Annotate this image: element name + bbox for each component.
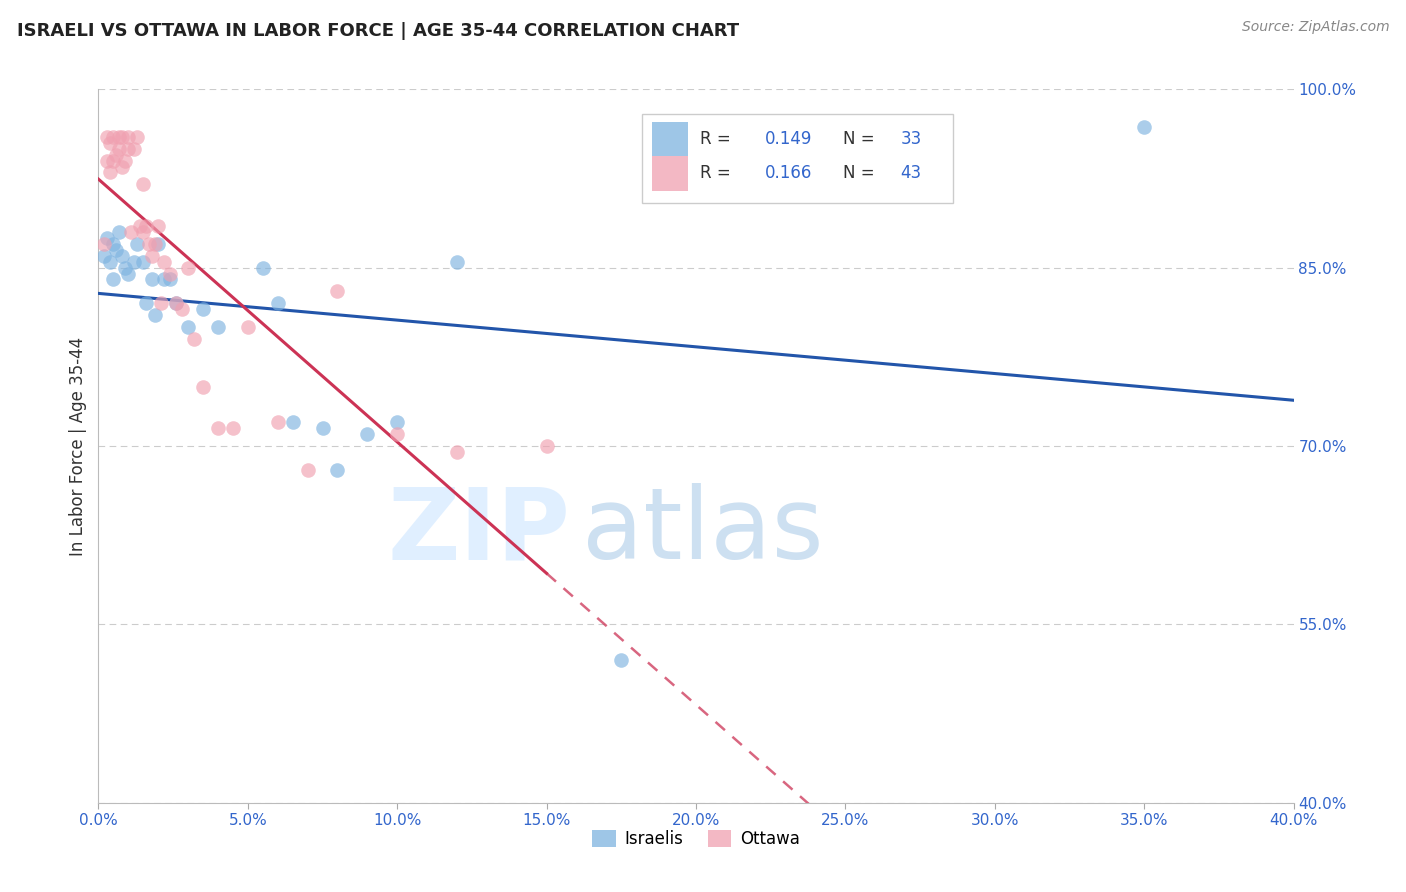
Point [96, 129, 118, 144]
Point [165, 296, 187, 310]
Point [446, 445, 468, 459]
FancyBboxPatch shape [652, 122, 688, 156]
Point [124, 254, 146, 268]
Text: 0.166: 0.166 [765, 164, 813, 182]
Text: R =: R = [700, 164, 735, 182]
Point [132, 254, 155, 268]
Point [141, 249, 163, 263]
Point [356, 427, 378, 442]
Text: 43: 43 [900, 164, 921, 182]
Point [105, 243, 128, 257]
Point [172, 302, 194, 317]
Point [138, 236, 160, 251]
Point [326, 463, 349, 477]
Point [297, 463, 319, 477]
Point [111, 160, 134, 174]
Point [108, 142, 131, 156]
Point [135, 219, 157, 233]
Text: N =: N = [844, 130, 880, 148]
Text: ISRAELI VS OTTAWA IN LABOR FORCE | AGE 35-44 CORRELATION CHART: ISRAELI VS OTTAWA IN LABOR FORCE | AGE 3… [17, 22, 740, 40]
Point [132, 178, 155, 192]
Text: atlas: atlas [582, 483, 824, 580]
Point [103, 236, 125, 251]
Point [536, 439, 558, 453]
Point [165, 296, 187, 310]
Point [385, 415, 409, 429]
Point [236, 320, 259, 334]
Point [153, 254, 176, 268]
Point [98, 136, 122, 150]
Point [191, 379, 214, 393]
Point [127, 129, 149, 144]
Text: R =: R = [700, 130, 735, 148]
Point [207, 421, 229, 435]
Text: Source: ZipAtlas.com: Source: ZipAtlas.com [1241, 20, 1389, 34]
Point [135, 296, 157, 310]
Text: N =: N = [844, 164, 880, 182]
Point [311, 421, 333, 435]
Point [610, 653, 633, 667]
Point [117, 142, 139, 156]
Point [148, 219, 170, 233]
Point [114, 260, 136, 275]
Point [103, 129, 125, 144]
Point [143, 308, 166, 322]
Point [177, 260, 200, 275]
Point [267, 415, 290, 429]
FancyBboxPatch shape [652, 156, 688, 191]
Legend: Israelis, Ottawa: Israelis, Ottawa [586, 823, 806, 855]
Point [96, 153, 118, 168]
Point [267, 296, 290, 310]
Point [108, 225, 131, 239]
Point [281, 415, 304, 429]
Point [103, 272, 125, 286]
Point [1133, 120, 1156, 135]
Text: ZIP: ZIP [388, 483, 571, 580]
Point [93, 236, 115, 251]
Point [183, 332, 205, 346]
Point [143, 236, 166, 251]
FancyBboxPatch shape [643, 114, 953, 203]
Text: 0.149: 0.149 [765, 130, 813, 148]
Y-axis label: In Labor Force | Age 35-44: In Labor Force | Age 35-44 [69, 336, 87, 556]
Point [103, 153, 125, 168]
Point [120, 225, 142, 239]
Point [105, 147, 128, 161]
Point [93, 249, 115, 263]
Point [111, 129, 134, 144]
Point [159, 267, 181, 281]
Point [326, 285, 349, 299]
Point [98, 165, 122, 179]
Point [222, 421, 245, 435]
Point [446, 254, 468, 268]
Point [385, 427, 409, 442]
Point [132, 225, 155, 239]
Point [153, 272, 176, 286]
Point [98, 254, 122, 268]
Point [117, 267, 139, 281]
Point [148, 236, 170, 251]
Point [114, 153, 136, 168]
Point [129, 219, 152, 233]
Point [141, 272, 163, 286]
Point [108, 129, 131, 144]
Point [124, 142, 146, 156]
Point [117, 129, 139, 144]
Point [177, 320, 200, 334]
Point [252, 260, 274, 275]
Point [159, 272, 181, 286]
Point [207, 320, 229, 334]
Point [127, 236, 149, 251]
Point [191, 302, 214, 317]
Text: 33: 33 [900, 130, 921, 148]
Point [111, 249, 134, 263]
Point [150, 296, 173, 310]
Point [96, 231, 118, 245]
